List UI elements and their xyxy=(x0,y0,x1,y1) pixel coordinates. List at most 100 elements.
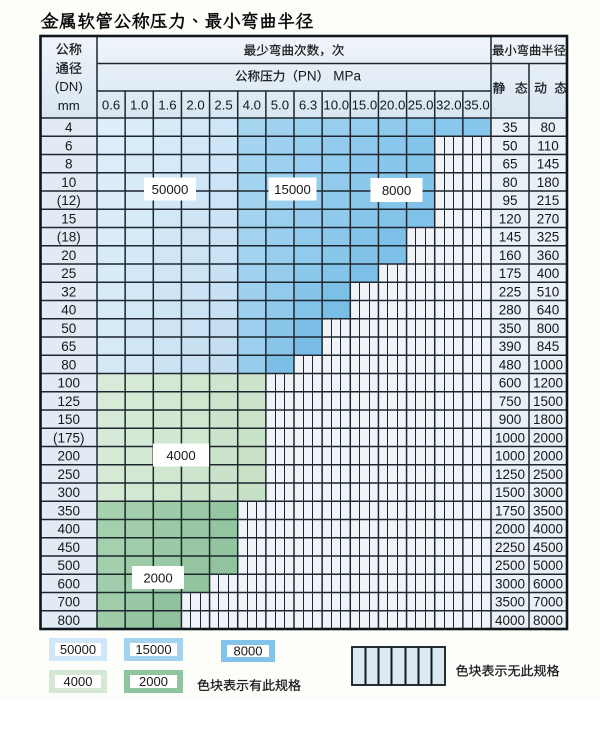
svg-text:145: 145 xyxy=(499,230,522,245)
svg-text:1800: 1800 xyxy=(533,412,563,427)
svg-text:32.0: 32.0 xyxy=(436,97,462,112)
svg-text:4000: 4000 xyxy=(64,674,93,689)
svg-text:2000: 2000 xyxy=(139,674,168,689)
svg-text:750: 750 xyxy=(499,394,522,409)
svg-text:(175): (175) xyxy=(53,430,85,445)
svg-text:20.0: 20.0 xyxy=(380,97,406,112)
svg-text:160: 160 xyxy=(499,248,522,263)
svg-text:4: 4 xyxy=(65,120,73,135)
svg-text:500: 500 xyxy=(58,558,81,573)
svg-text:1.6: 1.6 xyxy=(158,97,176,112)
svg-text:25: 25 xyxy=(61,266,76,281)
svg-text:510: 510 xyxy=(537,284,560,299)
svg-text:225: 225 xyxy=(499,284,522,299)
svg-text:2.5: 2.5 xyxy=(214,97,232,112)
svg-text:120: 120 xyxy=(499,211,522,226)
svg-text:50000: 50000 xyxy=(60,642,96,657)
svg-text:10: 10 xyxy=(61,175,76,190)
svg-text:4000: 4000 xyxy=(166,448,195,463)
svg-text:(12): (12) xyxy=(57,193,81,208)
svg-text:390: 390 xyxy=(499,339,522,354)
svg-text:6: 6 xyxy=(65,138,73,153)
svg-text:4000: 4000 xyxy=(533,522,563,537)
svg-text:2000: 2000 xyxy=(143,570,172,585)
svg-text:800: 800 xyxy=(58,613,81,628)
svg-text:(18): (18) xyxy=(57,230,81,245)
svg-text:1500: 1500 xyxy=(495,485,525,500)
svg-text:80: 80 xyxy=(61,357,76,372)
svg-text:845: 845 xyxy=(537,339,560,354)
svg-text:10.0: 10.0 xyxy=(323,97,349,112)
svg-text:80: 80 xyxy=(502,175,517,190)
svg-text:8000: 8000 xyxy=(382,183,411,198)
svg-text:2000: 2000 xyxy=(495,522,525,537)
svg-text:2000: 2000 xyxy=(533,449,563,464)
svg-text:50000: 50000 xyxy=(152,182,189,197)
svg-text:6.3: 6.3 xyxy=(299,97,317,112)
svg-text:2250: 2250 xyxy=(495,540,525,555)
svg-text:(DN): (DN) xyxy=(55,79,83,94)
svg-text:100: 100 xyxy=(58,376,81,391)
svg-text:32: 32 xyxy=(61,284,76,299)
svg-text:4500: 4500 xyxy=(533,540,563,555)
svg-text:400: 400 xyxy=(537,266,560,281)
svg-text:250: 250 xyxy=(58,467,81,482)
svg-text:6000: 6000 xyxy=(533,576,563,591)
svg-text:5.0: 5.0 xyxy=(271,97,289,112)
svg-text:35.0: 35.0 xyxy=(464,97,490,112)
svg-text:600: 600 xyxy=(499,376,522,391)
svg-text:2500: 2500 xyxy=(533,467,563,482)
svg-text:50: 50 xyxy=(61,321,76,336)
svg-text:180: 180 xyxy=(537,175,560,190)
svg-text:125: 125 xyxy=(58,394,81,409)
svg-text:15000: 15000 xyxy=(135,642,171,657)
svg-text:2500: 2500 xyxy=(495,558,525,573)
svg-text:20: 20 xyxy=(61,248,76,263)
svg-text:95: 95 xyxy=(502,193,517,208)
svg-text:150: 150 xyxy=(58,412,81,427)
svg-text:4.0: 4.0 xyxy=(243,97,261,112)
svg-text:200: 200 xyxy=(58,449,81,464)
svg-text:25.0: 25.0 xyxy=(408,97,434,112)
svg-text:350: 350 xyxy=(499,321,522,336)
svg-text:15.0: 15.0 xyxy=(352,97,378,112)
svg-text:640: 640 xyxy=(537,303,560,318)
svg-text:MPa: MPa xyxy=(333,69,361,84)
svg-text:5000: 5000 xyxy=(533,558,563,573)
svg-text:65: 65 xyxy=(61,339,76,354)
svg-text:3500: 3500 xyxy=(533,503,563,518)
svg-text:145: 145 xyxy=(537,157,560,172)
svg-text:4000: 4000 xyxy=(495,613,525,628)
svg-text:600: 600 xyxy=(58,576,81,591)
svg-text:40: 40 xyxy=(61,303,76,318)
svg-text:215: 215 xyxy=(537,193,560,208)
svg-text:450: 450 xyxy=(58,540,81,555)
svg-text:7000: 7000 xyxy=(533,595,563,610)
svg-text:700: 700 xyxy=(58,595,81,610)
svg-text:0.6: 0.6 xyxy=(102,97,120,112)
svg-text:15: 15 xyxy=(61,211,76,226)
svg-text:350: 350 xyxy=(58,503,81,518)
svg-text:1000: 1000 xyxy=(495,430,525,445)
svg-text:1200: 1200 xyxy=(533,376,563,391)
svg-text:1.0: 1.0 xyxy=(130,97,148,112)
svg-text:480: 480 xyxy=(499,357,522,372)
svg-text:8: 8 xyxy=(65,157,73,172)
svg-text:80: 80 xyxy=(540,120,555,135)
svg-text:3500: 3500 xyxy=(495,595,525,610)
svg-text:280: 280 xyxy=(499,303,522,318)
svg-text:8000: 8000 xyxy=(234,644,263,659)
svg-text:1000: 1000 xyxy=(533,357,563,372)
svg-text:1750: 1750 xyxy=(495,503,525,518)
svg-text:2.0: 2.0 xyxy=(186,97,204,112)
svg-text:mm: mm xyxy=(58,98,80,113)
svg-text:1000: 1000 xyxy=(495,449,525,464)
svg-text:300: 300 xyxy=(58,485,81,500)
svg-text:110: 110 xyxy=(537,138,559,153)
svg-text:3000: 3000 xyxy=(533,485,563,500)
svg-text:360: 360 xyxy=(537,248,560,263)
svg-text:270: 270 xyxy=(537,211,560,226)
svg-text:2000: 2000 xyxy=(533,430,563,445)
svg-text:175: 175 xyxy=(499,266,522,281)
svg-text:3000: 3000 xyxy=(495,576,525,591)
